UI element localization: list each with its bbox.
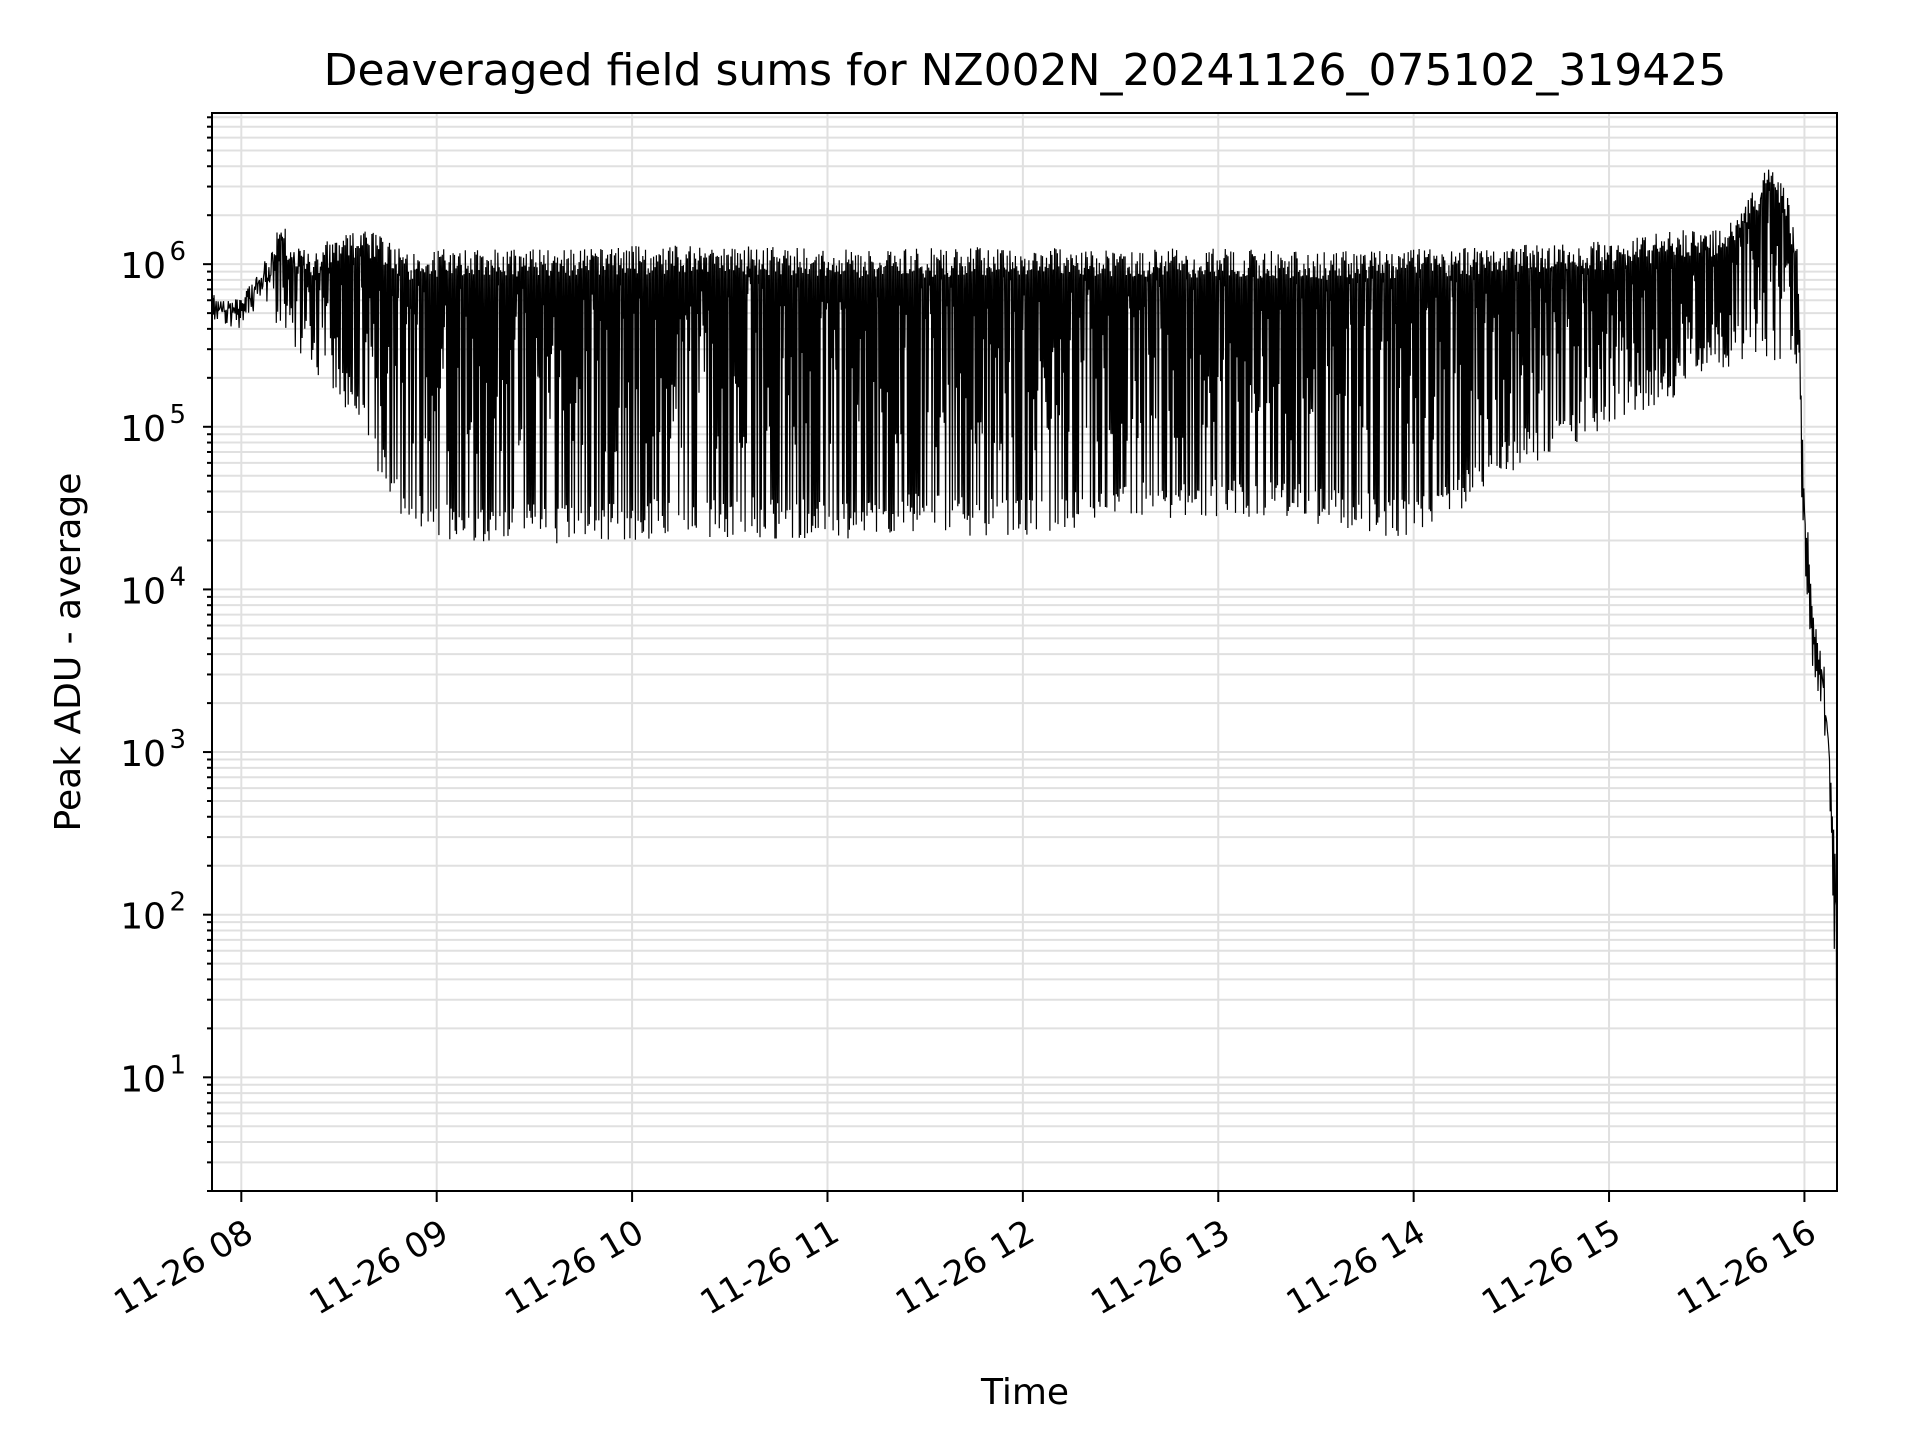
y-tick-label: 10 (120, 897, 166, 938)
chart-title: Deaveraged field sums for NZ002N_2024112… (324, 45, 1727, 96)
y-tick-label: 10 (120, 571, 166, 612)
y-tick-label: 10 (120, 246, 166, 287)
y-tick-label: 10 (120, 1059, 166, 1100)
y-tick-label: 10 (120, 409, 166, 450)
grid (212, 113, 1837, 1192)
series-area (211, 169, 1838, 1187)
y-tick-exponent: 4 (169, 562, 186, 592)
y-tick-exponent: 6 (169, 237, 186, 267)
series-line (211, 169, 1838, 1187)
plot-frame (211, 112, 1838, 1192)
y-tick-exponent: 5 (169, 400, 186, 430)
y-axis-label: Peak ADU - average (48, 473, 89, 832)
x-axis-label: Time (980, 1372, 1069, 1413)
y-tick-exponent: 2 (169, 888, 186, 918)
y-tick-exponent: 1 (169, 1050, 186, 1080)
y-tick-exponent: 3 (169, 725, 186, 755)
y-tick-label: 10 (120, 734, 166, 775)
